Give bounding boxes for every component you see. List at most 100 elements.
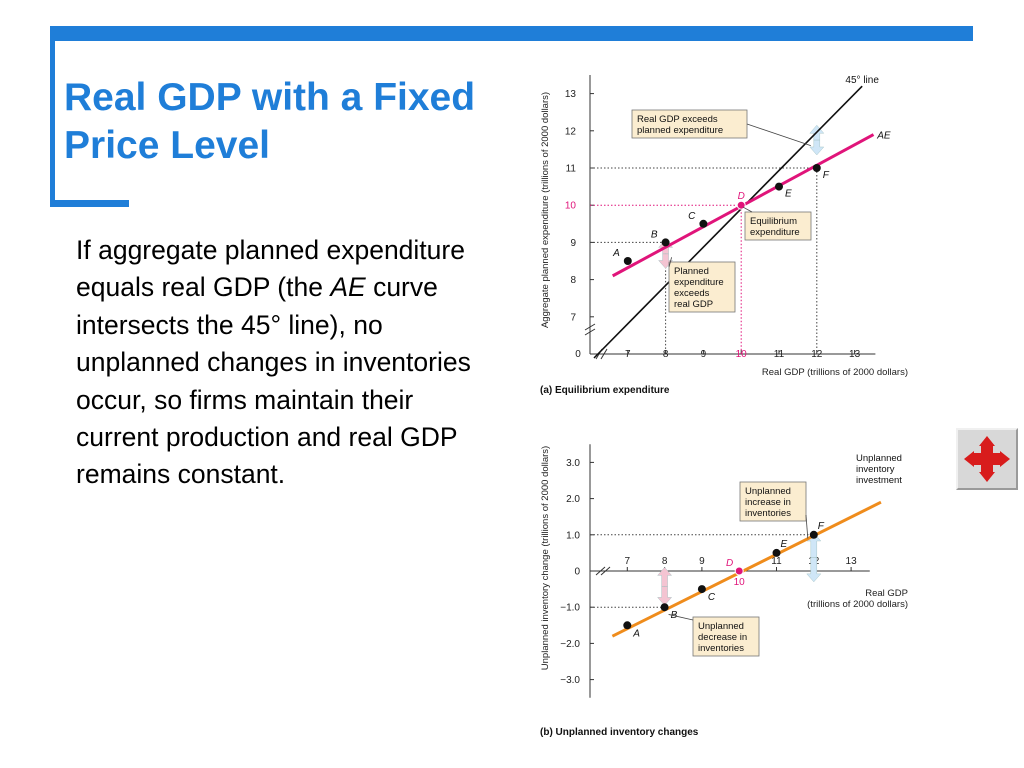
series-label-text: Unplanned	[856, 453, 902, 464]
x-tick-label: 9	[701, 349, 707, 360]
body-text-ae: AE	[330, 272, 366, 303]
x-tick-label: 8	[663, 349, 669, 360]
chart-unplanned-inventory: 3.02.01.00−1.0−2.0−3.078910111213Real GD…	[540, 444, 908, 738]
point-C	[699, 219, 708, 228]
nav-move-button[interactable]	[956, 428, 1018, 490]
origin-label: 0	[575, 349, 581, 360]
y-tick-label: 1.0	[566, 530, 580, 541]
annotation-planned-text: exceeds	[674, 288, 710, 299]
point-B	[661, 238, 670, 247]
y-axis-break	[584, 323, 596, 336]
move-arrows-icon	[964, 436, 1010, 482]
point-C	[697, 585, 706, 594]
y-tick-label: 7	[570, 312, 576, 323]
annotation-increase-text: Unplanned	[745, 486, 791, 497]
point-A	[623, 257, 632, 265]
y-tick-label: −3.0	[560, 675, 580, 686]
annotation-equilibrium-box	[744, 211, 812, 241]
x-tick-label: 9	[699, 556, 705, 567]
annotation-exceeds-box	[631, 109, 748, 139]
y-tick-label: 9	[570, 238, 576, 249]
y-tick-label: −1.0	[560, 603, 580, 614]
point-F	[809, 530, 818, 539]
x-tick-label: 13	[846, 556, 858, 567]
point-A	[623, 621, 632, 630]
annotation-decrease-pointer	[668, 614, 694, 621]
point-label-A: A	[612, 248, 620, 259]
y-tick-label: 13	[565, 89, 577, 100]
y-tick-label: 12	[565, 126, 577, 137]
y-tick-label: 3.0	[566, 458, 580, 469]
x-axis-label: Real GDP (trillions of 2000 dollars)	[762, 367, 908, 378]
point-label-B: B	[651, 229, 658, 240]
increase-arrow-down	[806, 557, 822, 583]
annotation-equilibrium-text: Equilibrium	[750, 216, 797, 227]
annotation-exceeds-text: Real GDP exceeds	[637, 114, 718, 125]
chart-equilibrium-expenditure: 0 7 8 9 10 11 12 13 7 8 9 10 11 12 13 Real GDP (trillio…	[540, 75, 908, 396]
annotation-decrease-text: decrease in	[698, 632, 747, 643]
label-ae: AE	[876, 131, 891, 142]
annotation-increase-text: inventories	[745, 508, 791, 519]
line-inventory	[611, 500, 882, 638]
annotation-increase-text: increase in	[745, 497, 791, 508]
point-label-C: C	[708, 592, 716, 603]
decrease-arrow-up	[657, 567, 673, 587]
x-tick-label: 7	[625, 349, 631, 360]
header-accent-bar	[50, 26, 973, 41]
point-D	[734, 566, 744, 576]
x-tick-label: 10	[736, 349, 748, 360]
y-tick-label: 8	[570, 275, 576, 286]
annotation-exceeds-pointer	[746, 123, 811, 147]
annotation-decrease-text: Unplanned	[698, 621, 744, 632]
chart-caption: (b) Unplanned inventory changes	[540, 727, 699, 738]
point-B	[660, 603, 669, 612]
decrease-arrow-down	[657, 586, 673, 606]
point-label-F: F	[818, 521, 825, 532]
y-tick-label: −2.0	[560, 639, 580, 650]
point-label-D: D	[726, 558, 733, 569]
point-label-D: D	[738, 191, 745, 202]
annotation-decrease-box	[692, 616, 760, 657]
annotation-increase-pointer	[805, 514, 809, 539]
x-tick-label: 12	[811, 349, 823, 360]
label-45-degree: 45° line	[845, 75, 879, 86]
line-45-degree	[593, 85, 863, 359]
annotation-planned-pointer	[668, 257, 672, 268]
chart-caption: (a) Equilibrium expenditure	[540, 385, 670, 396]
point-label-F: F	[823, 170, 830, 181]
slide-title: Real GDP with a Fixed Price Level	[64, 76, 476, 167]
accent-underline	[50, 200, 129, 207]
annotation-exceeds-text: planned expenditure	[637, 125, 723, 136]
x-tick-label: 11	[774, 349, 785, 360]
point-E	[772, 548, 781, 557]
x-tick-label: 10	[734, 577, 746, 588]
y-axis-label: Aggregate planned expenditure (trillions…	[540, 92, 551, 328]
x-axis-label-line2: (trillions of 2000 dollars)	[807, 599, 908, 610]
y-tick-label: 10	[565, 201, 577, 212]
annotation-planned-box	[668, 261, 736, 313]
point-label-A: A	[632, 628, 640, 639]
y-tick-label: 11	[566, 164, 577, 175]
point-label-C: C	[688, 211, 696, 222]
series-label-text: investment	[856, 475, 902, 486]
y-tick-label: 0	[574, 567, 580, 578]
annotation-equilibrium-pointer	[743, 206, 753, 213]
x-axis-label-line1: Real GDP	[865, 588, 908, 599]
annotation-planned-text: expenditure	[674, 277, 724, 288]
point-label-E: E	[781, 539, 788, 550]
shortfall-arrow-down	[658, 253, 674, 269]
x-tick-label: 11	[771, 556, 782, 567]
x-axis-break	[595, 566, 611, 576]
y-tick-label: 2.0	[566, 494, 580, 505]
point-F	[812, 164, 821, 172]
annotation-increase-box	[739, 481, 807, 522]
annotation-planned-text: Planned	[674, 266, 709, 277]
slide-body-text: If aggregate planned expenditure equals …	[76, 232, 476, 494]
body-text-part2: curve intersects the 45° line), no unpla…	[76, 272, 471, 490]
x-tick-label: 13	[849, 349, 861, 360]
body-text-part1: If aggregate planned expenditure equals …	[76, 235, 465, 303]
series-label-text: inventory	[856, 464, 895, 475]
left-accent-bar	[50, 26, 55, 206]
annotation-decrease-text: inventories	[698, 643, 744, 654]
excess-arrow-down	[809, 139, 825, 156]
